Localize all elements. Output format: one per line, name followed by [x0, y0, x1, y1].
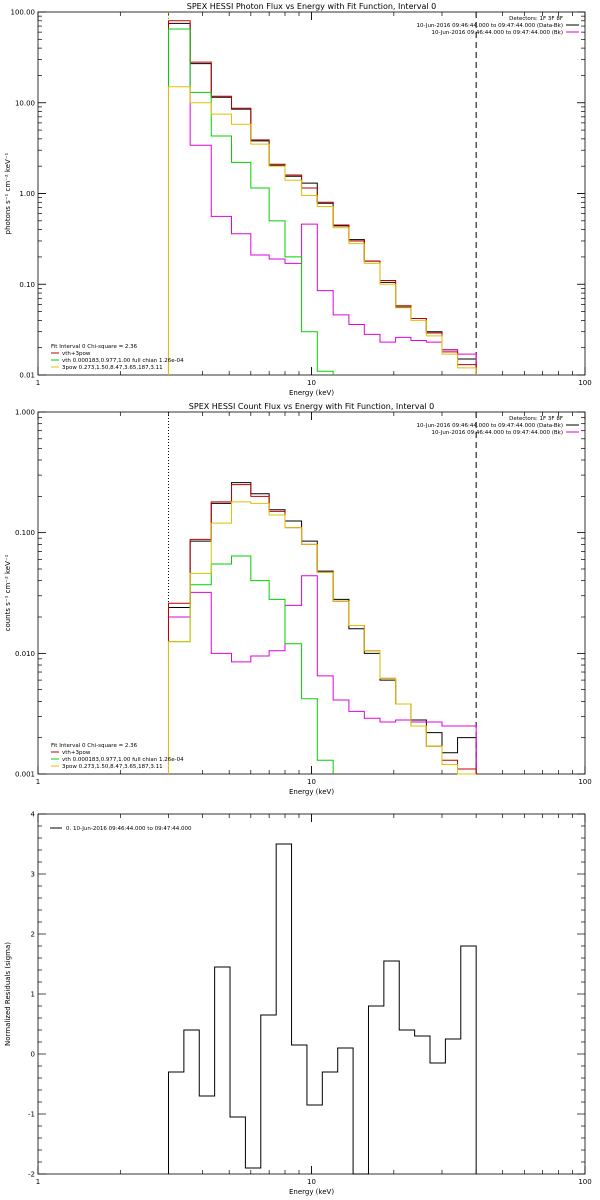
series-3pow: [167, 501, 477, 775]
y-tick-label: 2: [31, 931, 35, 939]
plot-frame: [37, 813, 586, 1175]
header-line: Detectors: 1F 3F 8F: [509, 416, 563, 422]
x-tick-label: 100: [578, 1178, 591, 1186]
header-line: 10-Jun-2016 09:46:44.000 to 09:47:44.000…: [431, 430, 563, 436]
x-tick-label: 100: [578, 379, 591, 387]
y-tick-label: 4: [31, 811, 36, 819]
y-tick-label: 0.100: [15, 529, 35, 537]
chart-title: SPEX HESSI Photon Flux vs Energy with Fi…: [187, 2, 437, 11]
series-data-bk: [167, 22, 477, 375]
y-tick-label: 1.000: [15, 409, 35, 417]
x-tick-label: 100: [578, 778, 591, 786]
header-line: 10-Jun-2016 09:46:44.000 to 09:47:44.000…: [417, 423, 563, 429]
series-vth-3pow: [167, 20, 477, 375]
x-axis-label: Energy (keV): [289, 389, 334, 397]
panel-2: 1 10 100 Energy (keV) 0.001 0.010 0.100 1.000 co…: [4, 402, 592, 796]
y-tick-label: -1: [28, 1111, 35, 1119]
y-tick-label: 0.10: [19, 281, 35, 289]
x-tick-label: 1: [36, 778, 40, 786]
residual-legend-label: 0. 10-Jun-2016 09:46:44.000 to 09:47:44.…: [66, 826, 192, 832]
fit-legend-label: vth 0.000183,0.977,1.00 full chian 1.26e…: [62, 358, 184, 364]
residual-series: [167, 843, 477, 1175]
series-bk: [167, 28, 477, 375]
y-axis-label: photons s⁻¹ cm⁻² keV⁻¹: [4, 152, 12, 234]
x-tick-label: 1: [36, 1178, 40, 1186]
y-tick-label: 1.00: [19, 190, 35, 198]
series-vth-3pow: [167, 484, 477, 774]
x-axis-label: Energy (keV): [289, 788, 334, 796]
plot-frame: [37, 11, 586, 376]
chart-title: SPEX HESSI Count Flux vs Energy with Fit…: [189, 402, 434, 411]
plot-frame: [37, 411, 586, 775]
fit-legend-label: 3pow 0.273,1.50,8.47,3.65,187,3.11: [62, 764, 163, 770]
panel-3: 1 10 100 Energy (keV) -2 -1 0 1 2 3 4 Normalized Re…: [4, 811, 592, 1197]
series-data-bk: [167, 482, 477, 774]
fit-legend-label: vth 0.000183,0.977,1.00 full chian 1.26e…: [62, 757, 184, 763]
y-axis-label: Normalized Residuals (sigma): [4, 942, 12, 1046]
series-bk: [167, 575, 477, 774]
y-tick-label: 10.00: [15, 99, 35, 107]
header-line: 10-Jun-2016 09:46:44.000 to 09:47:44.000…: [417, 23, 563, 29]
y-axis-label: counts s⁻¹ cm⁻² keV⁻¹: [4, 554, 12, 631]
series-vth: [167, 28, 334, 375]
fit-info-line: Fit Interval 0 Chi-square = 2.36: [51, 743, 138, 749]
x-tick-label: 10: [307, 379, 316, 387]
fit-legend-label: vth+3pow: [62, 351, 91, 357]
y-tick-label: 0.01: [19, 372, 35, 380]
series-3pow: [167, 86, 477, 375]
y-tick-label: 0: [31, 1051, 35, 1059]
panel-1: 1 10 100 Energy (keV) 0.01 0.10 1.00 10.00 100.0…: [4, 2, 592, 397]
fit-legend-label: vth+3pow: [62, 750, 91, 756]
y-tick-label: 1: [31, 991, 35, 999]
x-tick-label: 10: [307, 1178, 316, 1186]
header-line: Detectors: 1F 3F 8F: [509, 16, 563, 22]
y-tick-label: 100.00: [11, 9, 36, 17]
fit-legend-label: 3pow 0.273,1.50,8.47,3.65,187,3.11: [62, 365, 163, 371]
y-tick-label: -2: [28, 1171, 35, 1179]
x-tick-label: 10: [307, 778, 316, 786]
x-tick-label: 1: [36, 379, 40, 387]
y-tick-label: 0.010: [15, 650, 35, 658]
fit-info-line: Fit Interval 0 Chi-square = 2.36: [51, 344, 138, 350]
series-vth: [167, 555, 334, 774]
header-line: 10-Jun-2016 09:46:44.000 to 09:47:44.000…: [431, 30, 563, 36]
y-tick-label: 0.001: [15, 771, 35, 779]
y-tick-label: 3: [31, 871, 35, 879]
x-axis-label: Energy (keV): [289, 1188, 334, 1196]
